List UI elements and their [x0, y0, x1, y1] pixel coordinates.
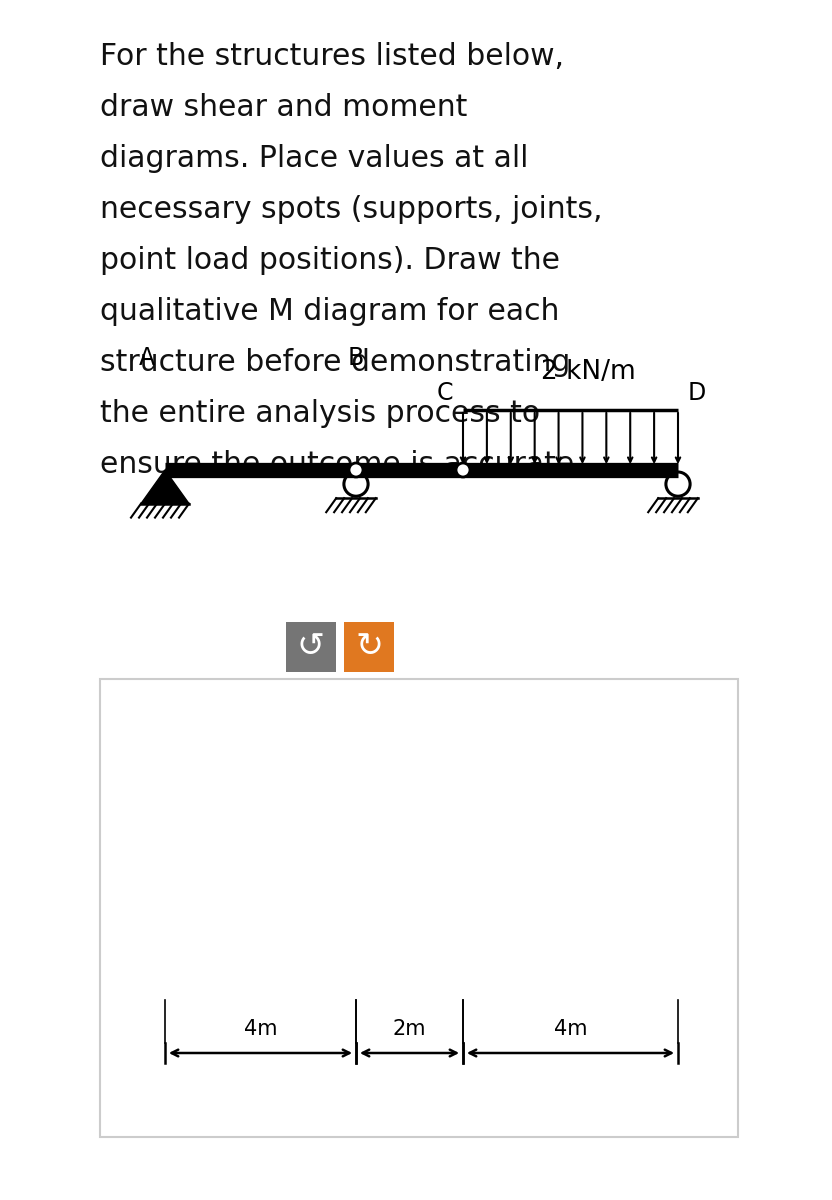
- Bar: [344, 622, 394, 672]
- Text: ↻: ↻: [355, 630, 383, 664]
- Polygon shape: [141, 470, 189, 504]
- Text: ensure the outcome is accurate.: ensure the outcome is accurate.: [100, 450, 584, 479]
- Text: necessary spots (supports, joints,: necessary spots (supports, joints,: [100, 194, 602, 224]
- Text: A: A: [139, 346, 155, 370]
- Text: point load positions). Draw the: point load positions). Draw the: [100, 246, 560, 275]
- Text: B: B: [348, 346, 364, 370]
- Text: ↺: ↺: [297, 630, 325, 664]
- Text: For the structures listed below,: For the structures listed below,: [100, 42, 564, 71]
- Text: the entire analysis process to: the entire analysis process to: [100, 398, 540, 428]
- Text: D: D: [688, 382, 706, 404]
- Text: C: C: [437, 382, 453, 404]
- Text: 4m: 4m: [244, 1019, 277, 1039]
- Text: draw shear and moment: draw shear and moment: [100, 92, 468, 122]
- Text: 4m: 4m: [554, 1019, 587, 1039]
- Text: structure before demonstrating: structure before demonstrating: [100, 348, 571, 377]
- Circle shape: [456, 463, 470, 476]
- Bar: [100, 679, 738, 1138]
- Text: 2m: 2m: [393, 1019, 426, 1039]
- Text: diagrams. Place values at all: diagrams. Place values at all: [100, 144, 528, 173]
- Text: qualitative M diagram for each: qualitative M diagram for each: [100, 296, 559, 326]
- Bar: [286, 622, 336, 672]
- Text: 2 kN/m: 2 kN/m: [541, 359, 636, 385]
- Circle shape: [349, 463, 363, 476]
